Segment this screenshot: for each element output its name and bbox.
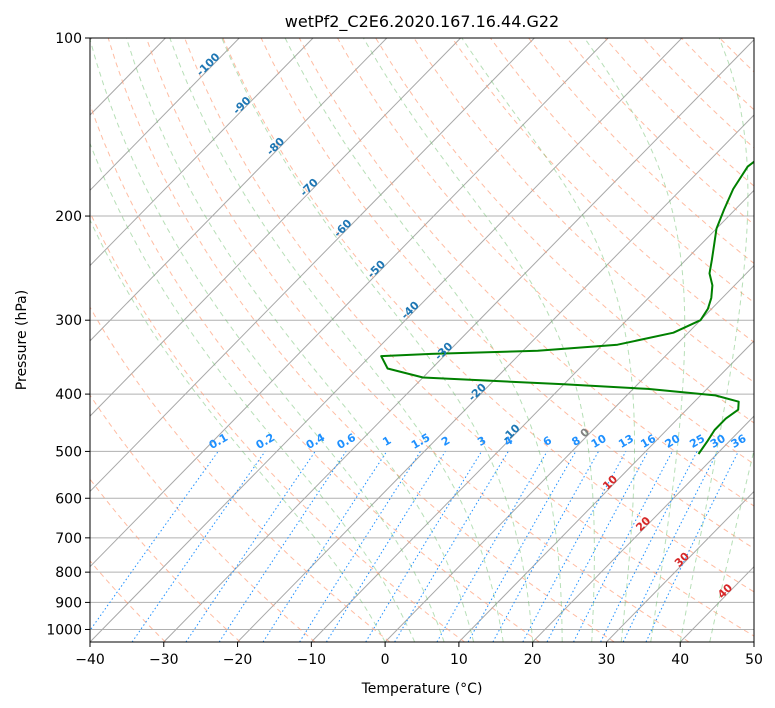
mixing-ratio-line [622,451,719,642]
dry-adiabat-line [337,38,754,465]
moist-adiabat-line [584,38,686,642]
moist-adiabat-lines [90,38,754,642]
x-axis-label: Temperature (°C) [361,681,483,697]
isotherm-line [90,38,388,342]
mixing-ratio-line [262,451,388,642]
x-tick-label: −10 [297,652,327,668]
dry-adiabat-line [90,306,391,642]
y-tick-label: 900 [55,595,82,611]
y-tick-label: 200 [55,209,82,225]
dry-adiabat-line [90,394,316,642]
isotherm-line [163,39,754,642]
x-tick-label: −40 [75,652,105,668]
mixing-ratio-line [218,451,347,642]
mixing-ratio-lines [90,451,739,642]
mixing-ratio-line [90,451,219,632]
isotherm-line [90,38,240,192]
y-tick-label: 300 [55,313,82,329]
isotherm-line [458,340,754,642]
mixing-ratio-line [185,451,316,642]
dewpoint-profile-line [380,160,754,455]
x-tick-label: 30 [598,652,616,668]
isotherm-line [90,38,609,568]
y-axis-label: Pressure (hPa) [14,290,30,390]
mixing-ratio-line [600,451,698,642]
mixing-ratio-line [299,451,421,642]
x-tick-label: −30 [149,652,179,668]
sounding-series [380,160,754,455]
mixing-ratio-line [522,451,627,642]
isotherm-line [310,189,754,642]
x-tick-label: 20 [524,652,542,668]
dry-adiabat-line [90,560,166,642]
isotherm-line [90,38,683,642]
plot-area: 0.1 0.2 0.4 0.6 1 1.5 2 3 4 6 8 10 13 16 20 25 30 3601020… [90,38,754,642]
y-tick-label: 700 [55,531,82,547]
dry-adiabat-line [90,478,241,642]
plot-frame [89,37,755,643]
dry-adiabat-line [222,38,754,593]
moist-adiabat-line [90,218,386,642]
y-tick-label: 600 [55,491,82,507]
isotherm-lines [90,38,754,642]
dry-adiabat-line [184,38,754,637]
isotherm-line [90,38,461,417]
isotherm-line [532,415,754,642]
x-axis-ticks: −40 −30 −20 −10 0 10 20 30 40 50 [75,642,763,668]
isotherm-line [90,38,535,493]
y-tick-label: 500 [55,444,82,460]
moist-adiabat-line [169,38,504,642]
pressure-gridlines [90,38,754,630]
moist-adiabat-line [362,38,595,642]
x-tick-label: 10 [450,652,468,668]
dry-adiabat-line [90,211,465,642]
dry-adiabat-line [145,38,690,642]
x-tick-label: −20 [223,652,253,668]
dry-adiabat-line [489,38,754,304]
moist-adiabat-line [284,38,563,642]
y-tick-label: 100 [55,31,82,47]
isotherm-line [606,490,754,642]
chart-title: wetPf2_C2E6.2020.167.16.44.G22 [285,12,559,32]
mixing-ratio-line [131,451,266,642]
mixing-ratio-line [325,451,446,642]
moist-adiabat-line [679,38,749,642]
x-tick-label: 40 [671,652,689,668]
y-tick-label: 1000 [46,622,82,638]
moist-adiabat-line [461,38,635,642]
dry-adiabat-line [375,38,754,424]
dry-adiabat-line [90,103,540,642]
isotherm-line [90,38,314,267]
y-tick-label: 400 [55,387,82,403]
moist-adiabat-line [90,38,445,642]
x-tick-label: 0 [381,652,390,668]
y-tick-label: 800 [55,565,82,581]
isotherm-line [384,264,754,642]
mixing-ratio-line [365,451,483,642]
dry-adiabat-line [107,38,615,642]
mixing-ratio-line [492,451,599,642]
dry-adiabat-lines [90,38,754,642]
isotherm-line [237,114,754,642]
mixing-ratio-line [467,451,577,642]
x-tick-label: 50 [745,652,763,668]
moist-adiabat-line [90,142,416,642]
y-axis-ticks: 100 200 300 400 500 600 700 800 900 1000 [46,31,90,638]
